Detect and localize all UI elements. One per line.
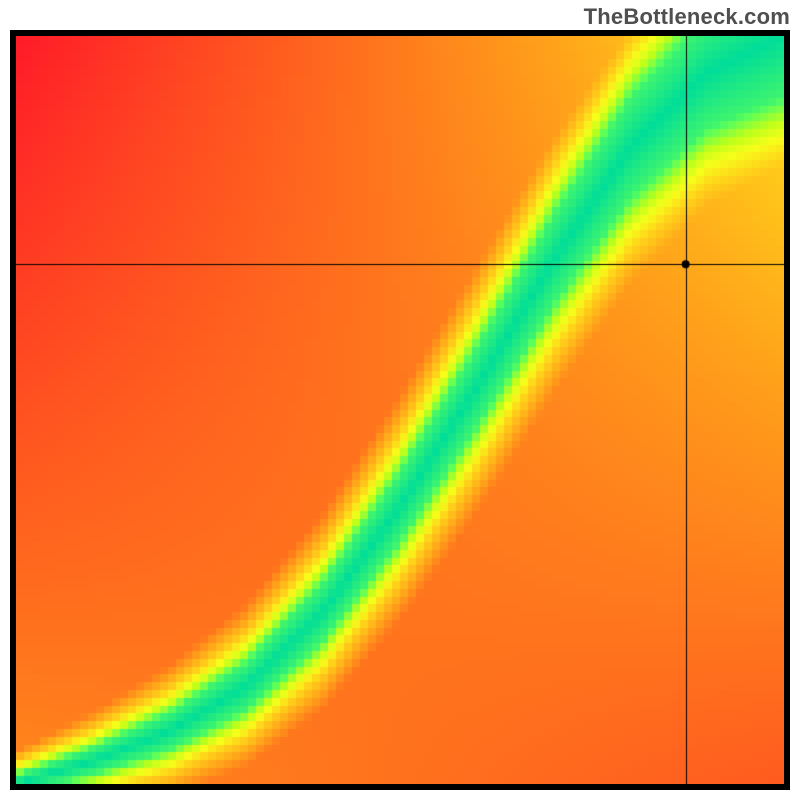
heatmap-frame [10,30,790,790]
heatmap-canvas [16,36,784,784]
watermark: TheBottleneck.com [584,4,790,30]
